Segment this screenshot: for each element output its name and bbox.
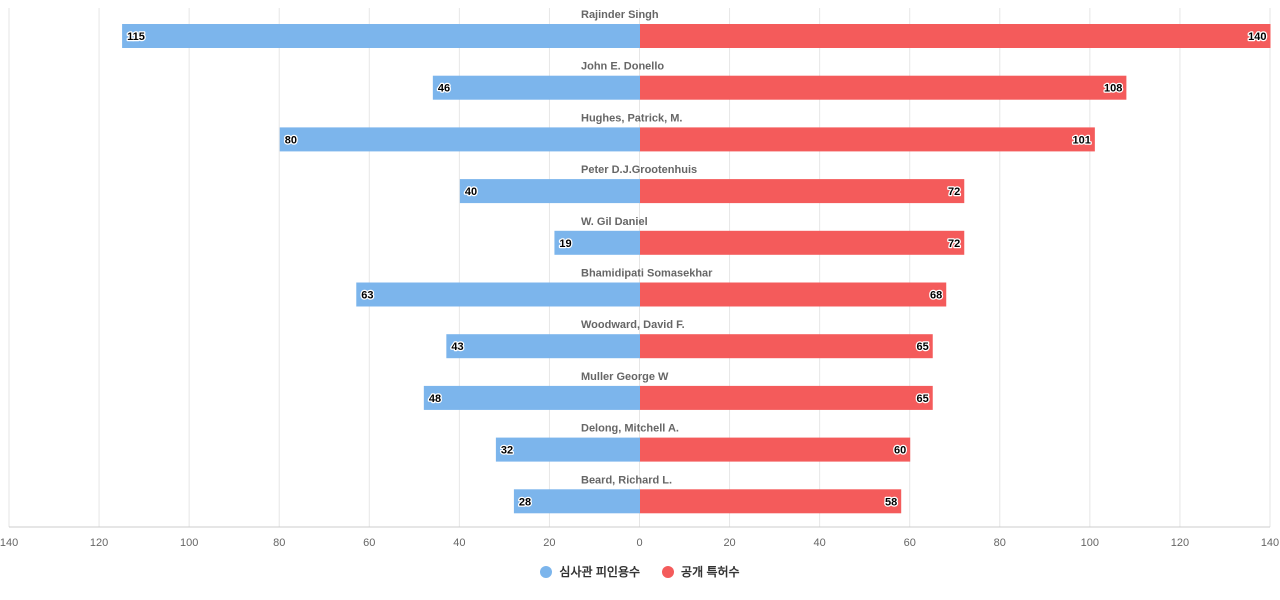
category-label: Hughes, Patrick, M.: [581, 112, 682, 124]
bar-left: [513, 489, 640, 514]
legend-item-series-2[interactable]: 공개 특허수: [662, 563, 740, 580]
x-tick-label: 40: [814, 537, 826, 549]
x-tick-label: 80: [994, 537, 1006, 549]
bar-right: [640, 334, 933, 359]
legend-label-series-2: 공개 특허수: [681, 565, 740, 579]
category-label: Rajinder Singh: [581, 9, 659, 21]
x-tick-label: 60: [904, 537, 916, 549]
bar-left: [122, 24, 640, 48]
data-label-right: 65: [916, 393, 928, 405]
data-label-left: 115: [127, 31, 145, 43]
category-label: Beard, Richard L.: [581, 474, 672, 486]
x-tick-label: 100: [180, 537, 198, 549]
data-label-left: 32: [501, 445, 513, 457]
x-tick-label: 80: [273, 537, 285, 549]
bar-right: [640, 489, 902, 514]
category-label: Delong, Mitchell A.: [581, 423, 679, 435]
category-label: Peter D.J.Grootenhuis: [581, 164, 697, 176]
data-label-right: 72: [948, 238, 960, 250]
data-label-left: 43: [451, 341, 463, 353]
data-label-left: 80: [285, 134, 297, 146]
bars: [122, 24, 1271, 514]
category-label: Bhamidipati Somasekhar: [581, 268, 713, 280]
legend-marker-series-1: [540, 565, 553, 578]
bar-right: [640, 75, 1127, 100]
bar-right: [640, 127, 1095, 152]
bar-left: [432, 75, 640, 100]
data-label-right: 108: [1104, 83, 1122, 95]
legend-label-series-1: 심사관 피인용수: [559, 565, 641, 579]
legend: 심사관 피인용수 공개 특허수: [0, 563, 1280, 580]
bar-left: [356, 282, 640, 307]
bar-left: [446, 334, 640, 359]
category-label: W. Gil Daniel: [581, 216, 648, 228]
x-tick-label: 60: [363, 537, 375, 549]
data-label-right: 65: [916, 341, 928, 353]
data-label-right: 101: [1073, 134, 1091, 146]
x-tick-label: 120: [90, 537, 108, 549]
bar-left: [554, 230, 640, 255]
category-label: John E. Donello: [581, 61, 664, 73]
bar-right: [640, 179, 965, 204]
data-label-left: 46: [438, 83, 450, 95]
x-tick-label: 140: [1261, 537, 1279, 549]
legend-marker-series-2: [662, 565, 675, 578]
data-label-right: 68: [930, 290, 942, 302]
data-label-left: 40: [465, 186, 477, 198]
x-tick-label: 40: [453, 537, 465, 549]
x-tick-label: 100: [1081, 537, 1099, 549]
category-label: Woodward, David F.: [581, 319, 685, 331]
data-label-right: 72: [948, 186, 960, 198]
x-tick-label: 20: [723, 537, 735, 549]
data-label-right: 58: [885, 496, 897, 508]
bar-right: [640, 437, 911, 462]
x-axis: 140 120 100 80 60 40 20 0 20 40 60 80 100 120 140: [0, 526, 1279, 549]
x-tick-label: 120: [1171, 537, 1189, 549]
x-tick-label: 140: [0, 537, 18, 549]
data-label-left: 48: [429, 393, 441, 405]
x-tick-label: 20: [543, 537, 555, 549]
data-label-right: 60: [894, 445, 906, 457]
bar-left: [459, 179, 640, 204]
bar-right: [640, 230, 965, 255]
data-label-left: 28: [519, 496, 531, 508]
data-label-left: 63: [361, 290, 373, 302]
bar-right: [640, 24, 1271, 48]
labels: Rajinder Singh 115 140 John E. Donello 46 108…: [126, 9, 1268, 510]
legend-item-series-1[interactable]: 심사관 피인용수: [540, 563, 640, 580]
x-tick-label: 0: [636, 537, 642, 549]
category-label: Muller George W: [581, 371, 669, 383]
data-label-left: 19: [559, 238, 571, 250]
bar-left: [279, 127, 640, 152]
bar-left: [423, 385, 640, 410]
bar-left: [495, 437, 640, 462]
bar-right: [640, 282, 947, 307]
bar-right: [640, 385, 933, 410]
data-label-right: 140: [1248, 31, 1266, 43]
